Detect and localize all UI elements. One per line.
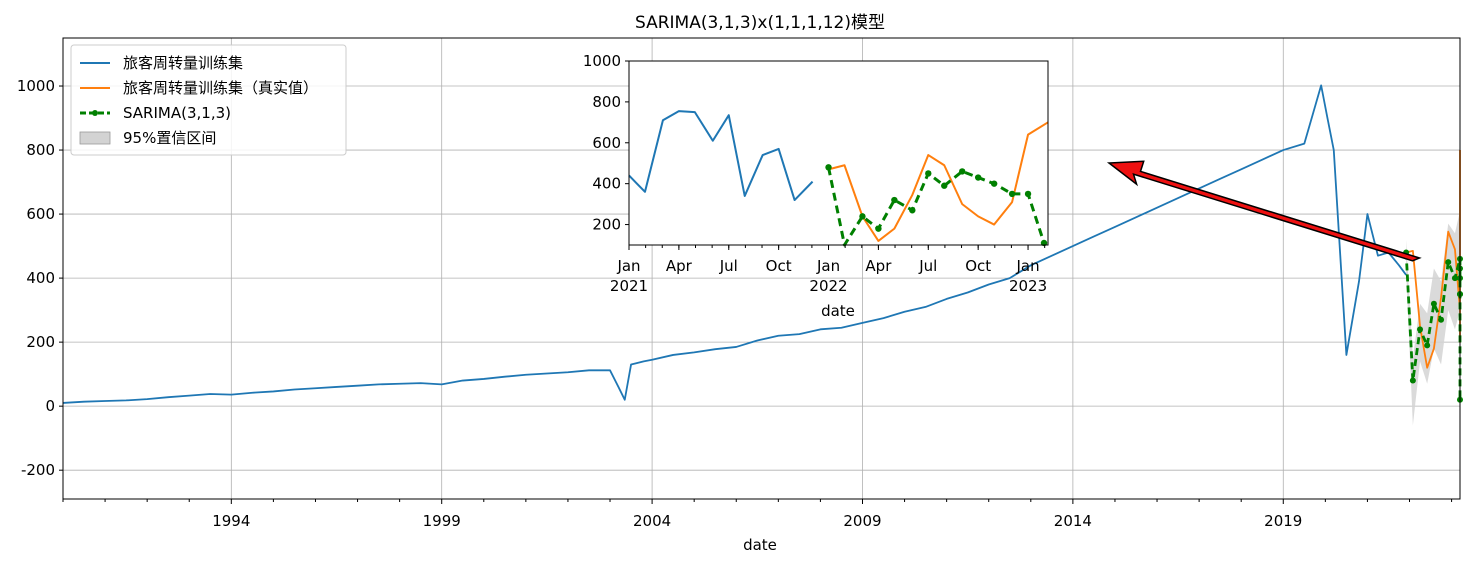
inset-forecast-point — [891, 196, 898, 204]
y-axis: -200 0 200 400 600 800 1000 — [17, 77, 63, 479]
ci-band — [1406, 210, 1460, 464]
x-tick-label: 2014 — [1054, 512, 1092, 530]
legend-label-forecast: SARIMA(3,1,3) — [123, 104, 231, 122]
legend: 旅客周转量训练集 旅客周转量训练集（真实值） SARIMA(3,1,3) 95%… — [70, 44, 347, 156]
inset-y-tick-label: 400 — [592, 175, 621, 193]
inset-forecast-point — [974, 174, 982, 181]
legend-swatch-ci — [79, 131, 111, 145]
inset-series-group — [628, 110, 1049, 247]
forecast-point — [1430, 300, 1437, 307]
inset-line-forecast — [827, 167, 1046, 247]
inset-line-actual — [828, 121, 1049, 242]
confidence-band — [1406, 210, 1460, 464]
inset-x-tick-year: 2022 — [809, 277, 847, 295]
chart-title: SARIMA(3,1,3)x(1,1,1,12)模型 — [635, 13, 885, 33]
y-tick-label: 1000 — [17, 77, 55, 95]
forecast-point — [1445, 259, 1452, 266]
inset-x-tick-label: Jan — [616, 257, 640, 275]
inset-x-tick-label: Oct — [965, 257, 991, 275]
y-tick-label: 400 — [26, 269, 55, 287]
inset-x-tick-label: Oct — [766, 257, 792, 275]
inset-forecast-point — [909, 207, 916, 214]
inset-line-train — [628, 110, 814, 202]
x-axis: 1994 1999 2004 2009 2014 2019 — [62, 499, 1453, 530]
inset-x-tick-label: Jul — [918, 257, 937, 275]
forecast-point — [1409, 377, 1416, 384]
forecast-point — [1438, 316, 1445, 323]
inset-x-tick-label: Jan — [1015, 257, 1039, 275]
legend-box — [70, 44, 347, 156]
inset-forecast-point — [825, 164, 832, 171]
y-tick-label: 200 — [26, 333, 55, 351]
x-tick-label: 1994 — [212, 512, 250, 530]
inset-forecast-point — [875, 225, 882, 232]
inset-forecast-point — [990, 180, 998, 187]
y-tick-label: 0 — [45, 397, 55, 415]
inset-x-tick-label: Jan — [816, 257, 840, 275]
legend-marker-forecast — [92, 110, 98, 116]
inset-forecast-point — [859, 213, 866, 220]
inset-y-axis: 200 400 600 800 1000 — [583, 52, 629, 234]
y-tick-label: 600 — [26, 205, 55, 223]
inset-chart: 200 400 600 800 1000 Jan 2021 Apr Jul Oct Jan 2022… — [583, 52, 1049, 320]
inset-x-tick-label: Jul — [719, 257, 738, 275]
y-tick-label: -200 — [21, 461, 55, 479]
inset-background — [629, 61, 1048, 245]
forecast-point — [1417, 326, 1424, 333]
inset-y-tick-label: 600 — [592, 134, 621, 152]
inset-y-tick-label: 200 — [592, 216, 621, 234]
inset-x-axis-title: date — [821, 302, 855, 320]
x-tick-label: 2019 — [1264, 512, 1302, 530]
forecast-point — [1451, 275, 1458, 282]
forecast-point — [1424, 342, 1431, 349]
inset-x-tick-label: Apr — [666, 257, 693, 275]
legend-label-train: 旅客周转量训练集 — [123, 54, 243, 72]
x-tick-label: 2009 — [843, 512, 881, 530]
inset-x-tick-label: Apr — [865, 257, 892, 275]
x-axis-title: date — [743, 536, 777, 554]
inset-x-axis: Jan 2021 Apr Jul Oct Jan 2022 Apr Jul Oct Jan 2023 — [610, 245, 1047, 295]
annotation-arrow — [1106, 160, 1422, 262]
inset-forecast-point — [1024, 190, 1032, 198]
y-tick-label: 800 — [26, 141, 55, 159]
inset-forecast-point — [925, 170, 932, 177]
main-plot-frame — [62, 37, 1461, 500]
inset-forecast-point — [959, 168, 966, 175]
inset-y-tick-label: 1000 — [583, 52, 621, 70]
inset-frame — [628, 60, 1049, 246]
inset-y-tick-label: 800 — [592, 93, 621, 111]
x-tick-label: 1999 — [423, 512, 461, 530]
legend-label-ci: 95%置信区间 — [123, 129, 216, 147]
x-tick-label: 2004 — [633, 512, 671, 530]
inset-x-tick-year: 2021 — [610, 277, 648, 295]
inset-x-tick-year: 2023 — [1009, 277, 1047, 295]
legend-label-actual: 旅客周转量训练集（真实值） — [123, 79, 318, 97]
inset-forecast-point — [1008, 190, 1016, 198]
inset-forecast-point — [941, 182, 948, 189]
series-line-train — [62, 84, 1407, 404]
